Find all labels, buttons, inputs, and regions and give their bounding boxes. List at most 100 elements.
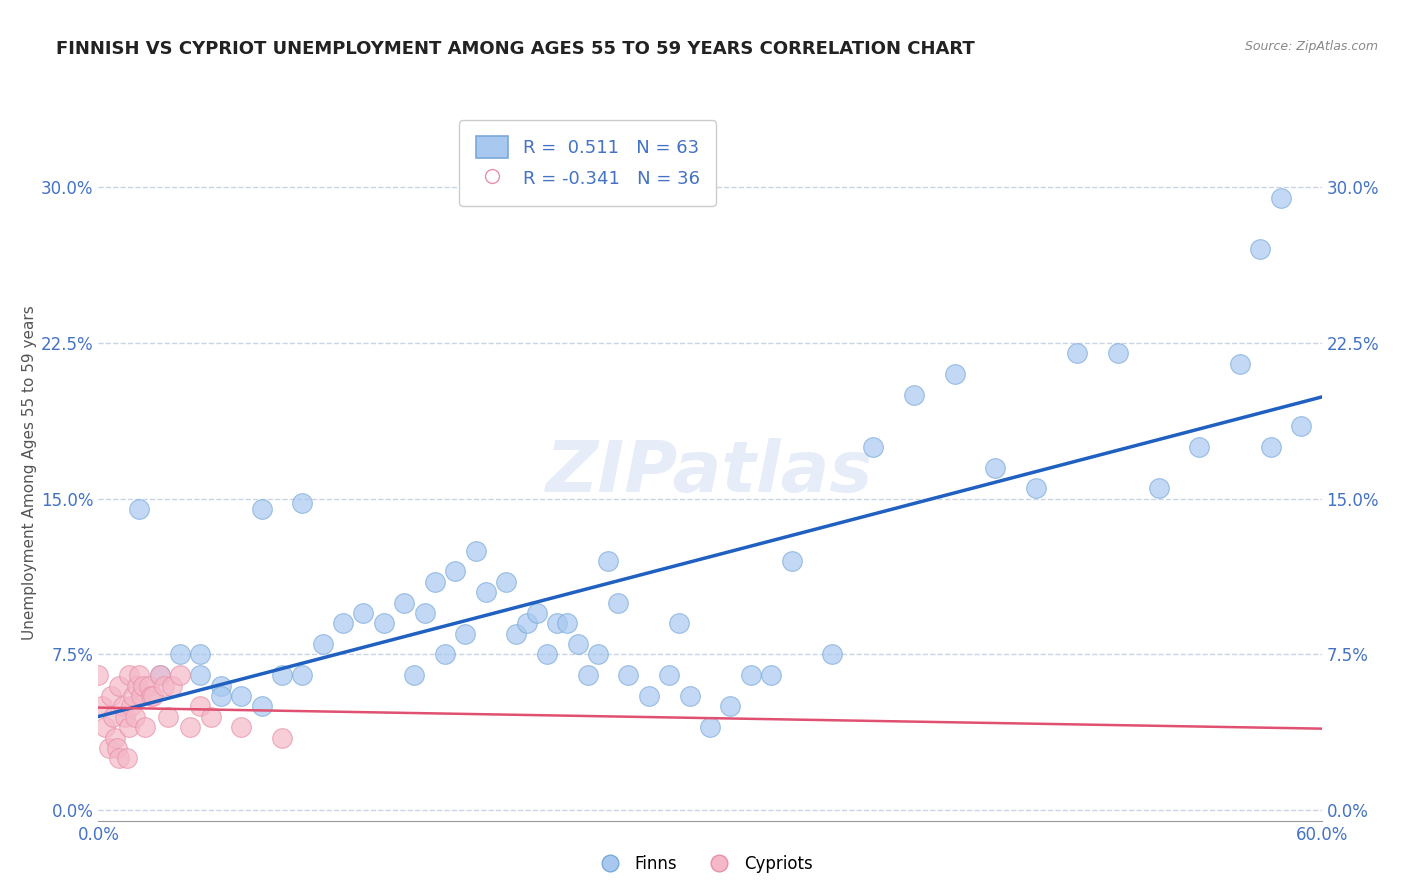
Point — [122, 689, 145, 703]
Point — [118, 720, 141, 734]
Point — [516, 616, 538, 631]
Point — [312, 637, 335, 651]
Point — [231, 720, 253, 734]
Point — [557, 616, 579, 631]
Point — [821, 648, 844, 662]
Point — [1066, 346, 1088, 360]
Point — [474, 585, 498, 599]
Point — [352, 606, 374, 620]
Point — [1229, 357, 1251, 371]
Point — [423, 574, 446, 589]
Point — [250, 699, 273, 714]
Point — [134, 720, 156, 734]
Point — [132, 679, 155, 693]
Point — [179, 720, 201, 734]
Point — [943, 367, 966, 381]
Point — [188, 699, 212, 714]
Point — [104, 731, 127, 745]
Point — [505, 626, 527, 640]
Point — [149, 668, 172, 682]
Point — [638, 689, 661, 703]
Point — [108, 679, 131, 693]
Point — [576, 668, 599, 682]
Point — [231, 689, 253, 703]
Point — [105, 741, 128, 756]
Point — [740, 668, 762, 682]
Point — [495, 574, 517, 589]
Point — [373, 616, 395, 631]
Point — [984, 460, 1007, 475]
Point — [156, 710, 179, 724]
Text: ZIPatlas: ZIPatlas — [547, 438, 873, 508]
Point — [586, 648, 609, 662]
Point — [862, 440, 884, 454]
Point — [200, 710, 222, 724]
Point — [152, 679, 174, 693]
Point — [141, 689, 163, 703]
Point — [97, 741, 120, 756]
Point — [169, 648, 191, 662]
Point — [444, 565, 467, 579]
Point — [120, 699, 142, 714]
Point — [1291, 419, 1313, 434]
Point — [1107, 346, 1129, 360]
Legend: Finns, Cypriots: Finns, Cypriots — [586, 848, 820, 880]
Point — [87, 668, 110, 682]
Point — [332, 616, 354, 631]
Point — [169, 668, 191, 682]
Point — [149, 668, 172, 682]
Point — [536, 648, 558, 662]
Point — [1249, 243, 1271, 257]
Point — [413, 606, 436, 620]
Point — [567, 637, 589, 651]
Point — [392, 596, 416, 610]
Point — [91, 699, 114, 714]
Point — [464, 543, 486, 558]
Point — [188, 648, 212, 662]
Point — [93, 720, 115, 734]
Point — [270, 731, 294, 745]
Point — [111, 699, 134, 714]
Legend: R =  0.511   N = 63, R = -0.341   N = 36: R = 0.511 N = 63, R = -0.341 N = 36 — [460, 120, 716, 205]
Point — [127, 679, 149, 693]
Point — [160, 679, 183, 693]
Point — [617, 668, 640, 682]
Point — [607, 596, 630, 610]
Point — [270, 668, 294, 682]
Point — [129, 689, 152, 703]
Point — [780, 554, 803, 568]
Point — [291, 496, 314, 510]
Point — [598, 554, 620, 568]
Text: Source: ZipAtlas.com: Source: ZipAtlas.com — [1244, 40, 1378, 54]
Point — [761, 668, 783, 682]
Point — [434, 648, 457, 662]
Point — [1260, 440, 1282, 454]
Point — [720, 699, 742, 714]
Point — [699, 720, 721, 734]
Point — [100, 689, 122, 703]
Point — [188, 668, 212, 682]
Point — [101, 710, 124, 724]
Point — [118, 668, 141, 682]
Point — [404, 668, 426, 682]
Point — [668, 616, 690, 631]
Point — [209, 679, 232, 693]
Point — [209, 689, 232, 703]
Point — [546, 616, 568, 631]
Point — [1188, 440, 1211, 454]
Y-axis label: Unemployment Among Ages 55 to 59 years: Unemployment Among Ages 55 to 59 years — [22, 305, 38, 640]
Point — [108, 751, 131, 765]
Point — [124, 710, 146, 724]
Point — [138, 679, 160, 693]
Point — [658, 668, 681, 682]
Point — [903, 388, 925, 402]
Point — [1147, 481, 1170, 495]
Point — [526, 606, 548, 620]
Point — [114, 710, 136, 724]
Point — [128, 502, 150, 516]
Point — [454, 626, 477, 640]
Point — [679, 689, 702, 703]
Point — [1025, 481, 1047, 495]
Point — [1270, 190, 1292, 204]
Point — [115, 751, 138, 765]
